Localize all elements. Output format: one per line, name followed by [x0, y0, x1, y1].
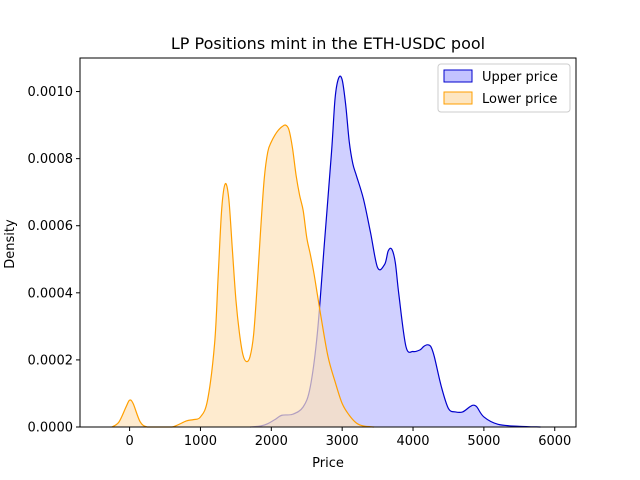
x-tick-label: 6000	[538, 434, 571, 449]
y-tick-label: 0.0008	[28, 152, 74, 167]
area-fill-lower-price	[111, 124, 375, 428]
x-axis: 0 1000 2000 3000 4000 5000 6000	[125, 427, 571, 449]
legend-label-lower-price: Lower price	[482, 92, 557, 107]
y-tick-label: 0.0010	[28, 85, 74, 100]
x-tick-label: 2000	[255, 434, 288, 449]
series-layer	[111, 75, 541, 428]
legend-swatch-lower-price	[443, 91, 473, 105]
legend-swatch-upper-price	[443, 69, 473, 83]
x-tick-label: 0	[125, 434, 133, 449]
y-tick-label: 0.0006	[28, 219, 74, 234]
y-tick-label: 0.0002	[28, 353, 74, 368]
x-tick-label: 3000	[326, 434, 359, 449]
plot-frame	[79, 57, 577, 428]
legend: Upper price Lower price	[437, 63, 571, 113]
x-tick-label: 1000	[184, 434, 217, 449]
y-axis: 0.0000 0.0002 0.0004 0.0006 0.0008 0.0010	[28, 85, 80, 436]
y-tick-label: 0.0004	[28, 286, 74, 301]
legend-label-upper-price: Upper price	[482, 70, 558, 85]
density-line-lower-price	[111, 124, 375, 428]
x-axis-label: Price	[312, 456, 344, 471]
chart-title: LP Positions mint in the ETH-USDC pool	[171, 34, 485, 53]
x-tick-label: 5000	[467, 434, 500, 449]
y-axis-label: Density	[3, 219, 18, 269]
x-tick-label: 4000	[396, 434, 429, 449]
y-tick-label: 0.0000	[28, 421, 74, 436]
